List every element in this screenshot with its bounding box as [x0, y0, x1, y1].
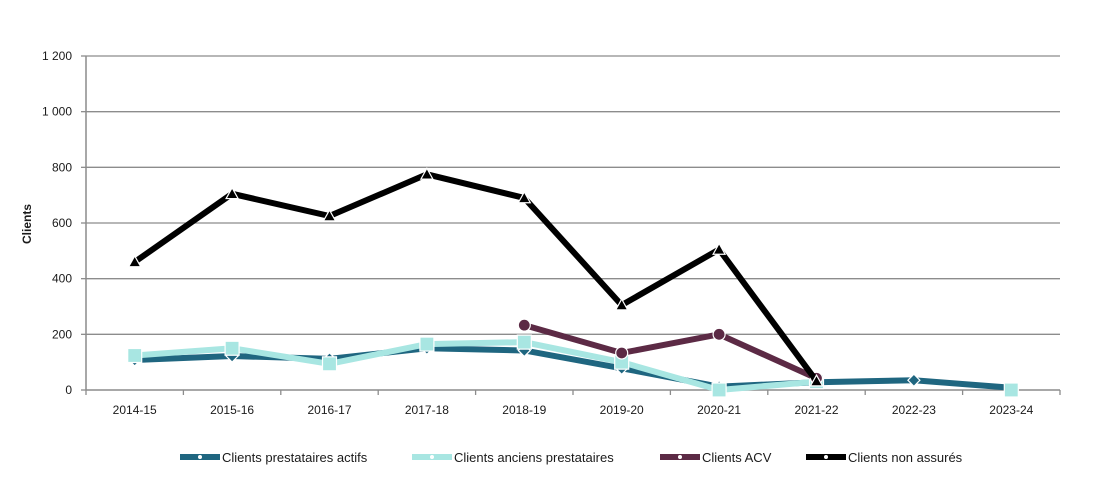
legend-marker: [824, 455, 828, 459]
x-tick-label: 2023-24: [989, 403, 1033, 417]
y-tick-label: 800: [52, 160, 72, 174]
data-point: [419, 336, 435, 352]
series-line: [134, 339, 817, 394]
x-tick-label: 2015-16: [210, 403, 254, 417]
legend-label: Clients non assurés: [848, 450, 963, 465]
data-point: [809, 373, 824, 387]
x-tick-label: 2021-22: [794, 403, 838, 417]
data-point: [516, 334, 532, 350]
y-tick-label: 400: [52, 272, 72, 286]
y-axis-ticks: 0 200 400 600 800 1 000 1 200: [42, 49, 86, 397]
data-point: [907, 373, 921, 388]
data-point: [614, 297, 629, 311]
y-tick-label: 200: [52, 327, 72, 341]
legend-label: Clients ACV: [702, 450, 772, 465]
data-point: [712, 242, 727, 255]
data-point: [224, 340, 240, 356]
legend-item: Clients anciens prestataires: [412, 450, 614, 465]
x-tick-label: 2020-21: [697, 403, 741, 417]
y-tick-label: 1 000: [42, 105, 72, 119]
gridlines: [86, 55, 1060, 335]
data-point: [615, 346, 629, 360]
data-point: [225, 186, 240, 200]
data-point: [127, 347, 143, 364]
data-point: [517, 190, 532, 204]
x-tick-label: 2022-23: [892, 403, 936, 417]
legend-marker: [430, 455, 434, 459]
data-point: [127, 254, 142, 268]
legend-label: Clients anciens prestataires: [454, 450, 614, 465]
data-point: [1003, 382, 1019, 398]
data-point: [419, 167, 434, 180]
y-axis-title: Clients: [20, 204, 34, 244]
x-axis-ticks: 2014-15 2015-16 2016-17 2017-18 2018-19 2019-…: [85, 390, 1061, 417]
legend-marker: [198, 455, 202, 459]
legend: Clients prestataires actifs Clients ancie…: [180, 450, 963, 465]
x-tick-label: 2017-18: [405, 403, 449, 417]
data-point: [711, 382, 727, 398]
y-tick-label: 600: [52, 216, 72, 230]
x-tick-label: 2018-19: [502, 403, 546, 417]
x-tick-label: 2019-20: [600, 403, 644, 417]
data-point: [517, 318, 531, 332]
legend-item: Clients non assurés: [806, 450, 963, 465]
series-1: [127, 334, 1019, 398]
series-line: [132, 171, 819, 383]
legend-label: Clients prestataires actifs: [222, 450, 368, 465]
legend-marker: [678, 455, 682, 459]
x-tick-label: 2016-17: [307, 403, 351, 417]
data-point: [322, 208, 337, 222]
y-tick-label: 0: [65, 383, 72, 397]
data-point: [321, 356, 338, 372]
legend-item: Clients ACV: [660, 450, 772, 465]
x-tick-label: 2014-15: [113, 403, 157, 417]
series-line: [523, 322, 818, 382]
series-group: [127, 167, 1019, 398]
data-point: [712, 327, 726, 341]
y-tick-label: 1 200: [42, 49, 72, 63]
series-3: [127, 167, 824, 387]
legend-item: Clients prestataires actifs: [180, 450, 368, 465]
